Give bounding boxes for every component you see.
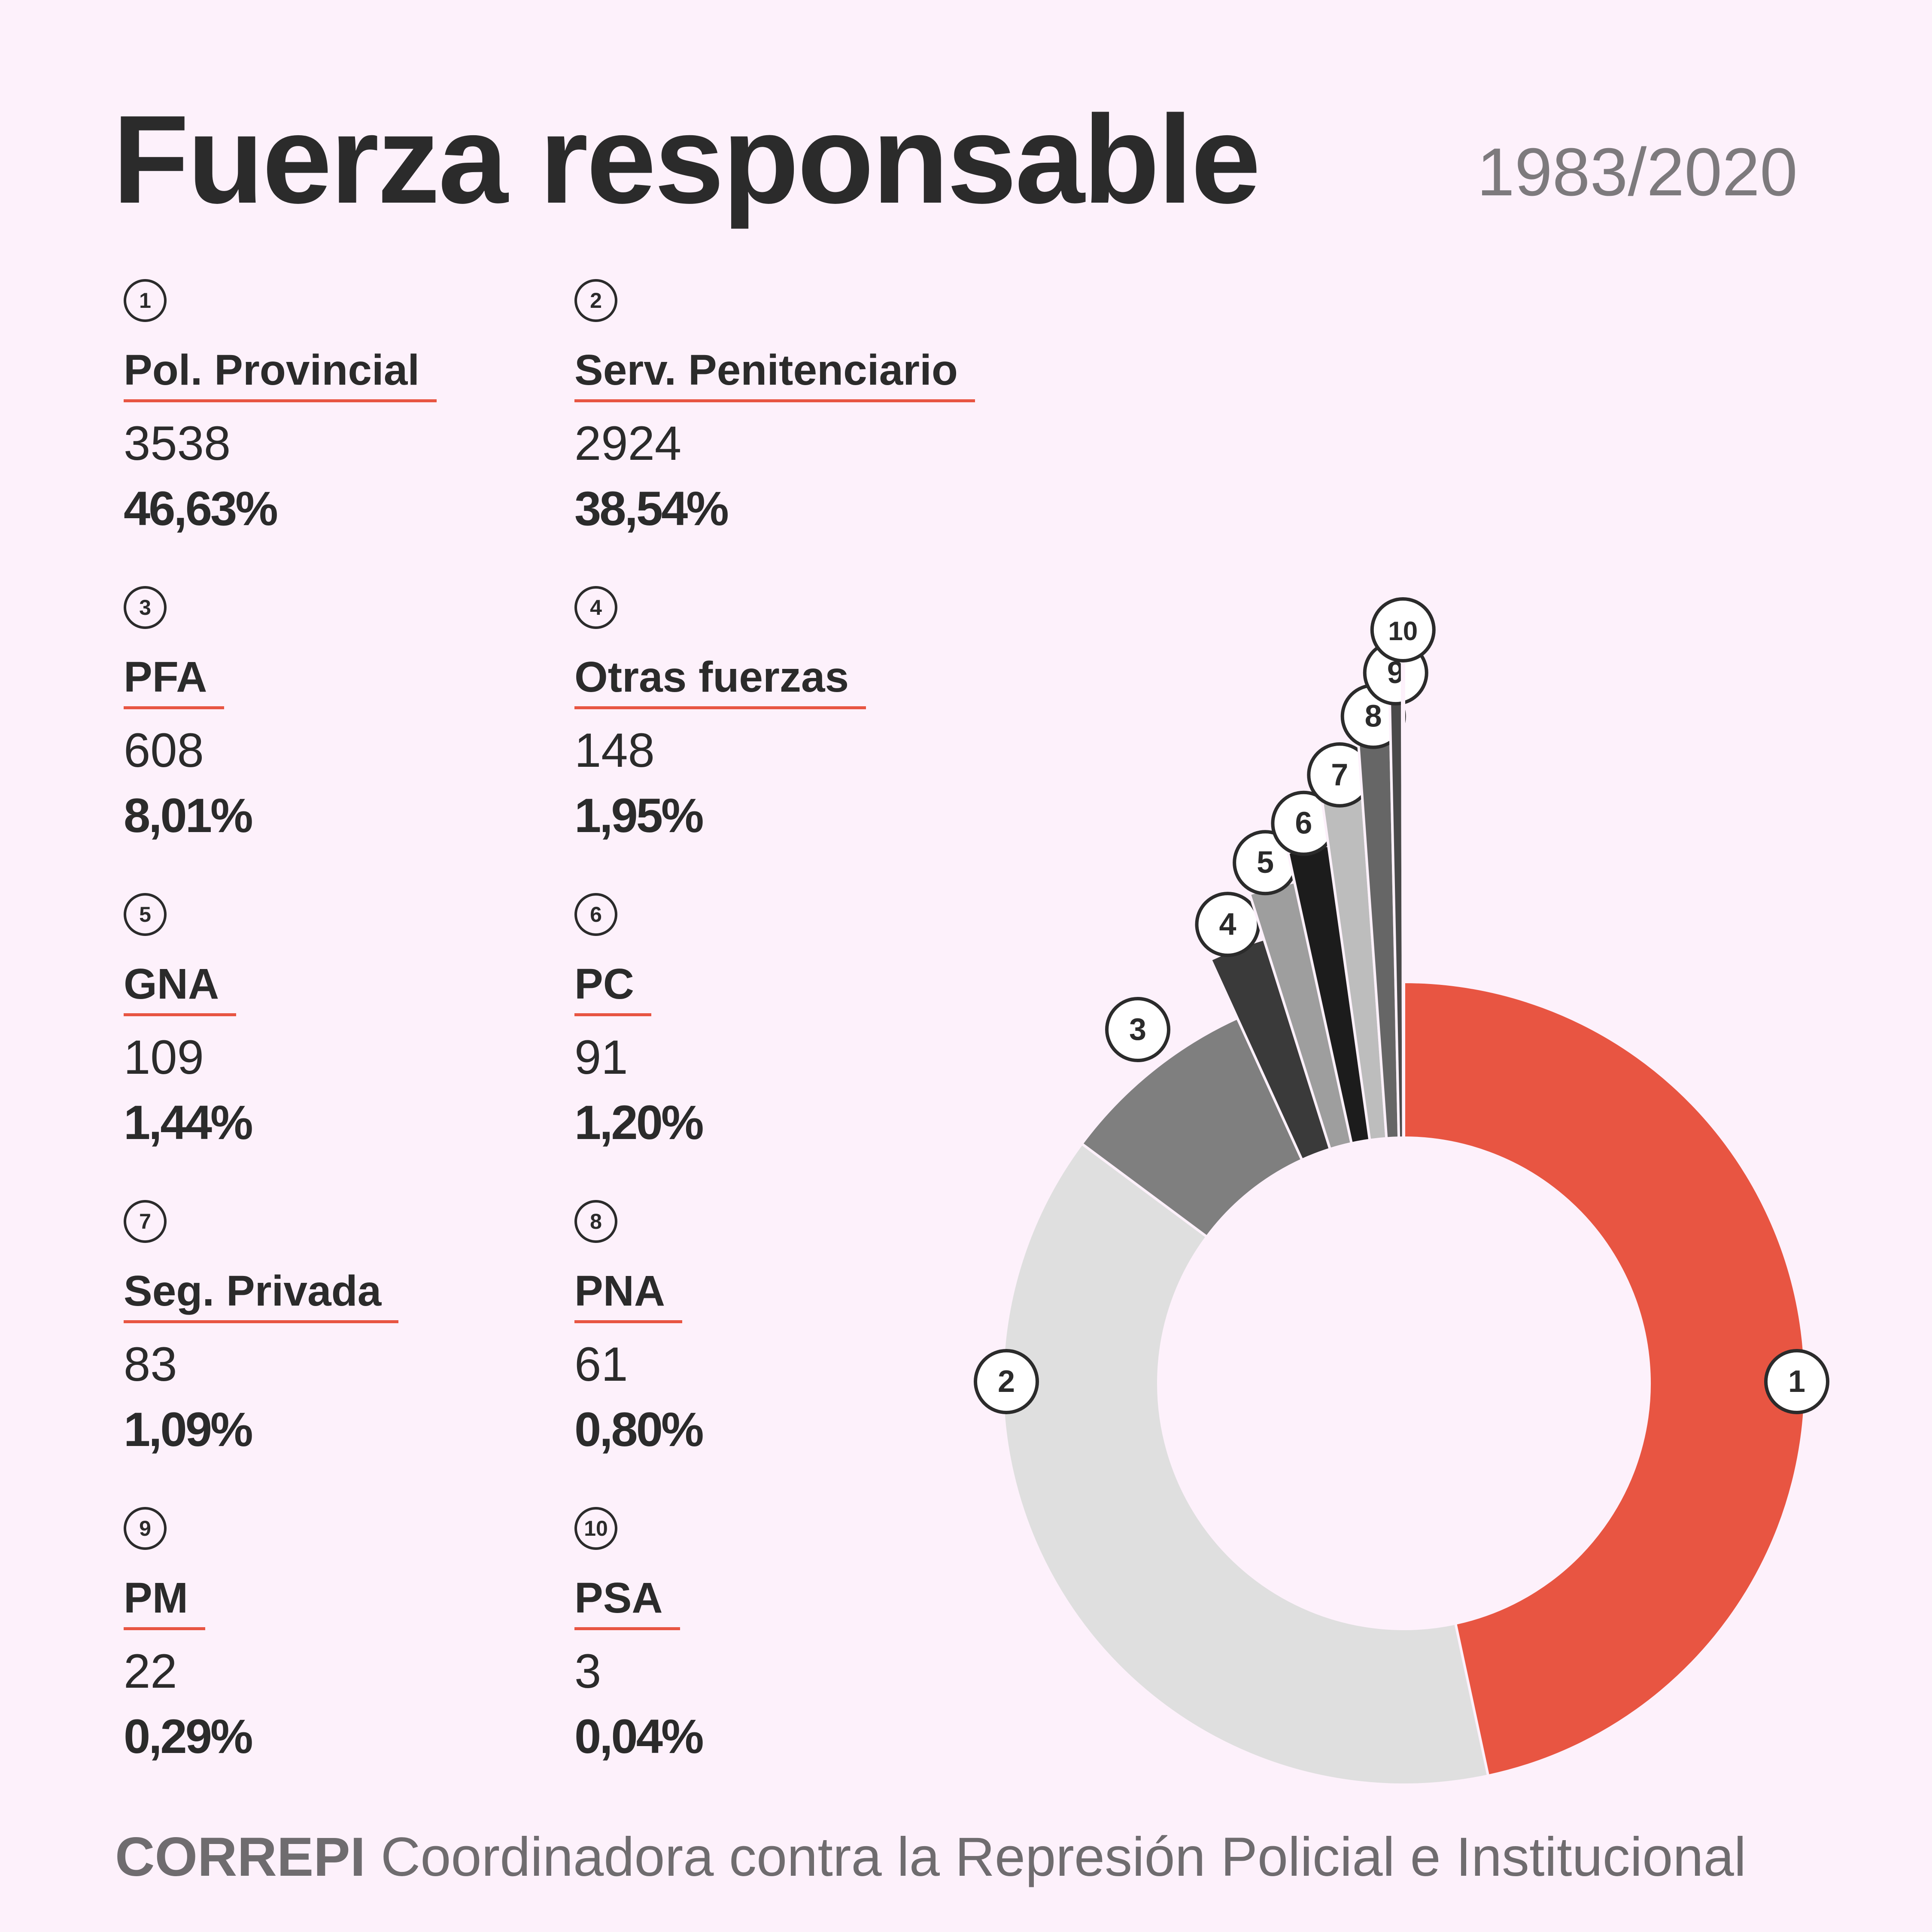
legend-count: 3538 [124,416,231,470]
slice-badge-4: 4 [1195,892,1261,957]
legend-percent: 1,95% [574,789,704,842]
slice-badge-2: 2 [974,1349,1039,1414]
legend-count: 2924 [574,416,682,470]
slice-badge-7: 7 [1307,742,1373,808]
slice-badge-6: 6 [1271,790,1337,856]
chart-period: 1983/2020 [1477,134,1798,210]
legend-number-badge: 9 [124,1507,167,1550]
legend-count: 61 [574,1337,628,1391]
slice-badge-label: 5 [1257,845,1274,880]
slice-badge-label: 10 [1388,617,1418,646]
legend-item-9: 9 PM 22 0,29% [124,1507,553,1761]
legend-number-badge: 10 [574,1507,617,1550]
legend-item-1: 1 Pol. Provincial 3538 46,63% [124,279,553,533]
legend-item-4: 4 Otras fuerzas 148 1,95% [574,586,1004,840]
legend-count: 608 [124,723,204,777]
legend-number-badge: 3 [124,586,167,629]
legend-percent: 0,29% [124,1710,253,1763]
slice-badge-10: 10 [1370,597,1436,663]
legend-label: Otras fuerzas [574,656,866,709]
slice-badge-label: 4 [1219,907,1236,942]
legend-label: PNA [574,1270,683,1323]
legend-percent: 46,63% [124,482,278,535]
legend-number-badge: 5 [124,893,167,936]
legend-number-badge: 1 [124,279,167,322]
slice-badge-label: 2 [998,1364,1015,1399]
legend-label: Serv. Penitenciario [574,349,975,402]
slice-badge-3: 3 [1105,997,1170,1062]
legend-percent: 0,80% [574,1403,704,1456]
legend-item-7: 7 Seg. Privada 83 1,09% [124,1200,553,1454]
slice-2 [1001,1142,1490,1786]
legend-number-badge: 7 [124,1200,167,1243]
legend-percent: 1,44% [124,1096,253,1149]
legend-label: PFA [124,656,225,709]
chart-title: Fuerza responsable [112,89,1261,229]
slice-badge-label: 8 [1365,699,1382,734]
legend-item-8: 8 PNA 61 0,80% [574,1200,1004,1454]
legend-count: 91 [574,1030,628,1084]
legend-percent: 1,09% [124,1403,253,1456]
slice-badge-label: 1 [1788,1364,1805,1399]
slice-badge-label: 3 [1129,1012,1146,1047]
legend-count: 3 [574,1644,601,1698]
legend-label: PC [574,963,651,1016]
legend-count: 83 [124,1337,177,1391]
legend-label: Pol. Provincial [124,349,437,402]
legend-item-2: 2 Serv. Penitenciario 2924 38,54% [574,279,1004,533]
legend-label: GNA [124,963,237,1016]
legend-percent: 1,20% [574,1096,704,1149]
footer: CORREPI Coordinadora contra la Represión… [115,1830,1746,1885]
legend-number-badge: 8 [574,1200,617,1243]
legend-number-badge: 4 [574,586,617,629]
legend-label: PSA [574,1577,680,1630]
legend-item-10: 10 PSA 3 0,04% [574,1507,1004,1761]
slice-1 [1403,980,1807,1777]
legend-number-badge: 6 [574,893,617,936]
legend-percent: 8,01% [124,789,253,842]
legend-count: 148 [574,723,655,777]
legend-item-3: 3 PFA 608 8,01% [124,586,553,840]
slice-badge-label: 7 [1331,758,1348,792]
legend-percent: 0,04% [574,1710,704,1763]
legend-label: PM [124,1577,205,1630]
slice-10 [1400,654,1405,1139]
legend-label: Seg. Privada [124,1270,399,1323]
slice-badge-1: 1 [1764,1349,1829,1414]
legend-number-badge: 2 [574,279,617,322]
legend-percent: 38,54% [574,482,729,535]
legend-item-5: 5 GNA 109 1,44% [124,893,553,1147]
legend-count: 109 [124,1030,204,1084]
slice-badge-label: 6 [1295,806,1312,841]
legend-item-6: 6 PC 91 1,20% [574,893,1004,1147]
legend-count: 22 [124,1644,177,1698]
footer-org: CORREPI [115,1826,366,1888]
footer-description: Coordinadora contra la Represión Policia… [380,1826,1747,1888]
